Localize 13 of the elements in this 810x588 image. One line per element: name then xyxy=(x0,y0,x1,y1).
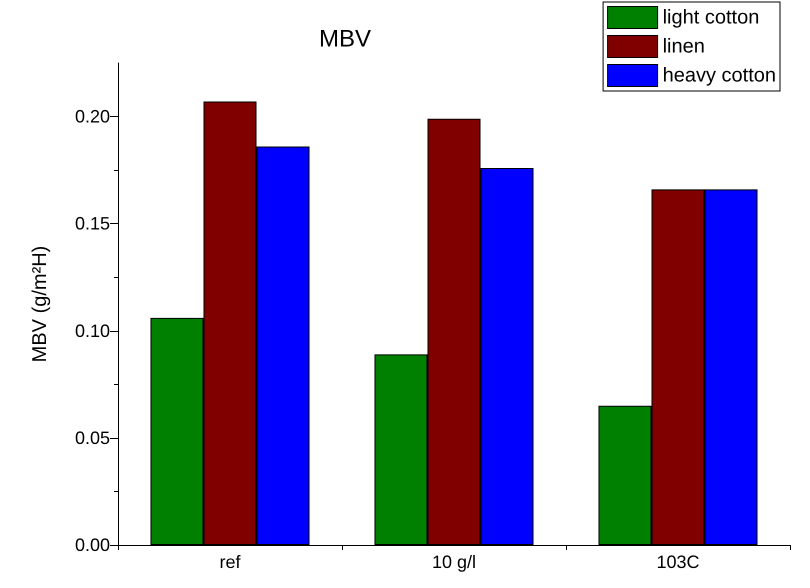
x-tick-label: ref xyxy=(219,552,242,572)
legend-label: heavy cotton xyxy=(662,64,776,86)
chart-title: MBV xyxy=(318,26,372,52)
y-axis-title: MBV (g/m²H) xyxy=(29,246,51,362)
legend-label: light cotton xyxy=(662,6,760,28)
x-tick-label: 10 g/l xyxy=(432,552,476,572)
y-tick-label: 0.05 xyxy=(74,428,110,448)
y-tick-label: 0.15 xyxy=(74,214,110,234)
legend-label: linen xyxy=(662,36,705,58)
y-tick-label: 0.00 xyxy=(74,535,110,555)
y-tick-label: 0.10 xyxy=(74,320,110,341)
y-tick-label: 0.20 xyxy=(74,106,110,127)
x-tick-label: 103C xyxy=(656,552,700,572)
